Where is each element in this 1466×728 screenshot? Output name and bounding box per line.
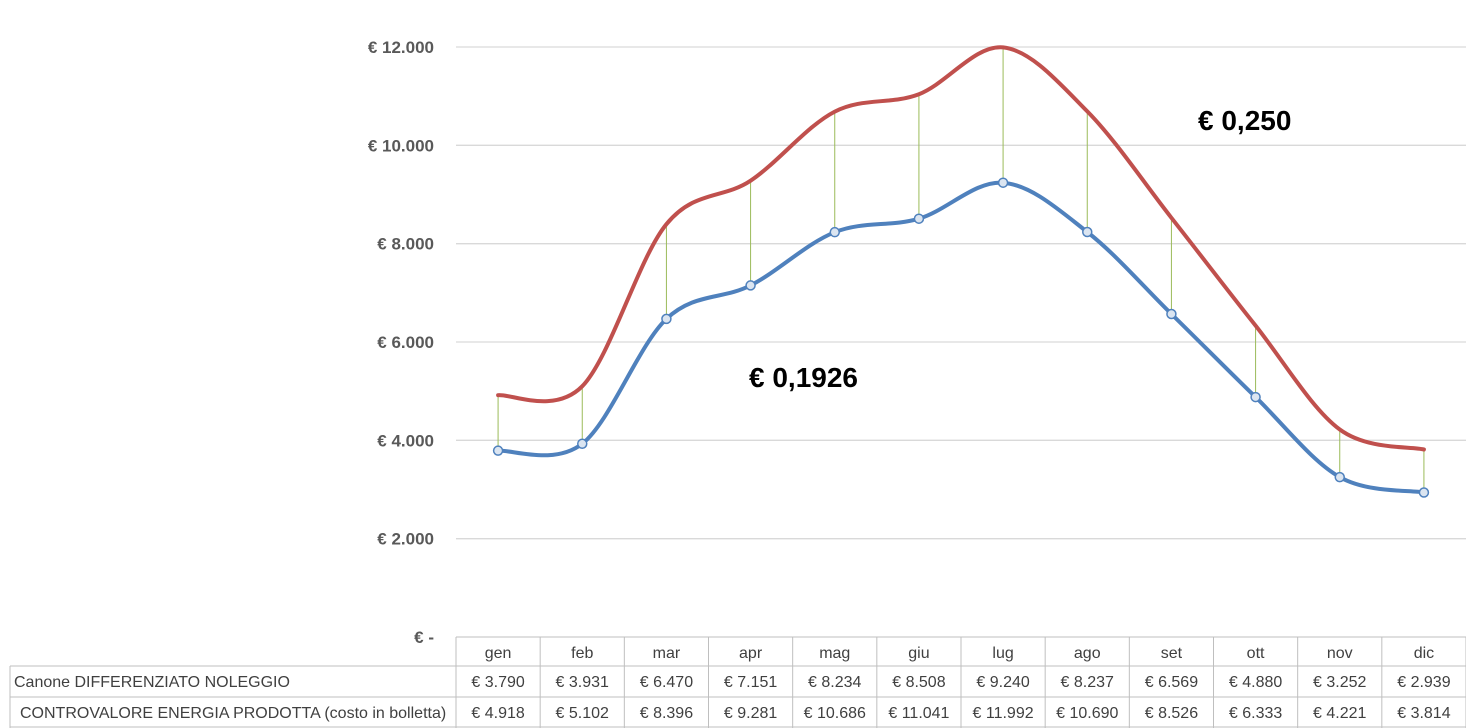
data-label: € 4.221: [1313, 705, 1366, 722]
data-point: [1166, 308, 1177, 320]
series-markers: [492, 177, 1430, 498]
data-point: [492, 445, 504, 456]
data-label: € 8.234: [808, 674, 861, 691]
y-tick-label: € 6.000: [377, 333, 434, 352]
legend-row-label: CONTROVALORE ENERGIA PRODOTTA (costo in …: [20, 705, 446, 722]
data-label: € 4.918: [471, 705, 524, 722]
data-label: € 6.333: [1229, 705, 1282, 722]
series-line-1: [496, 180, 1426, 495]
data-label: € 4.880: [1229, 674, 1282, 691]
data-label: € 6.470: [640, 674, 693, 691]
x-tick-label: feb: [571, 645, 593, 662]
data-label: € 6.569: [1145, 674, 1198, 691]
x-tick-label: lug: [992, 645, 1013, 662]
x-tick-label: mag: [819, 645, 850, 662]
x-tick-label: gen: [485, 645, 512, 662]
data-label: € 8.396: [640, 705, 693, 722]
y-tick-label: € 10.000: [368, 136, 434, 155]
data-point: [745, 280, 756, 291]
x-tick-label: giu: [908, 645, 929, 662]
y-tick-label: € 8.000: [377, 235, 434, 254]
data-label: € 10.690: [1056, 705, 1118, 722]
x-tick-label: dic: [1414, 645, 1434, 662]
data-label: € 3.814: [1397, 705, 1450, 722]
x-tick-label: mar: [653, 645, 681, 662]
data-label: € 8.526: [1145, 705, 1198, 722]
data-label: € 3.252: [1313, 674, 1366, 691]
data-label: € 10.686: [804, 705, 866, 722]
y-tick-label: € -: [414, 628, 434, 647]
gridlines: [456, 46, 1466, 540]
data-label: € 7.151: [724, 674, 777, 691]
annotation-lower: € 0,1926: [749, 362, 858, 393]
data-table: gen feb mar apr mag giu lug ago set ott nov dic Cano…: [9, 636, 1466, 728]
y-tick-label: € 2.000: [377, 530, 434, 549]
y-axis: € - € 2.000 € 4.000 € 6.000 € 8.000 € 10.000 €…: [368, 38, 434, 647]
data-label: € 11.992: [973, 705, 1034, 722]
x-tick-label: apr: [739, 645, 763, 662]
annotation-upper: € 0,250: [1198, 105, 1291, 136]
data-point: [1082, 226, 1093, 238]
data-label: € 8.508: [892, 674, 945, 691]
data-point: [997, 177, 1009, 188]
x-tick-label: ago: [1074, 645, 1101, 662]
legend-row-label: Canone DIFFERENZIATO NOLEGGIO: [14, 674, 290, 691]
data-point: [1250, 391, 1261, 403]
x-tick-label: set: [1161, 645, 1183, 662]
data-point: [913, 213, 925, 224]
y-tick-label: € 4.000: [377, 431, 434, 450]
x-tick-label: ott: [1247, 645, 1265, 662]
data-point: [829, 226, 840, 238]
series-lines: [496, 45, 1426, 495]
data-label: € 3.931: [556, 674, 609, 691]
data-point: [661, 313, 672, 325]
data-label: € 8.237: [1061, 674, 1114, 691]
data-point: [1418, 487, 1430, 498]
data-point: [1334, 471, 1345, 483]
data-label: € 9.240: [976, 674, 1029, 691]
data-label: € 5.102: [556, 705, 609, 722]
drop-lines: [497, 47, 1425, 493]
data-label: € 2.939: [1397, 674, 1450, 691]
data-label: € 3.790: [471, 674, 524, 691]
y-tick-label: € 12.000: [368, 38, 434, 57]
data-point: [577, 438, 588, 449]
series-line-2: [496, 45, 1426, 452]
data-label: € 11.041: [888, 705, 949, 722]
x-tick-label: nov: [1327, 645, 1353, 662]
data-label: € 9.281: [724, 705, 777, 722]
